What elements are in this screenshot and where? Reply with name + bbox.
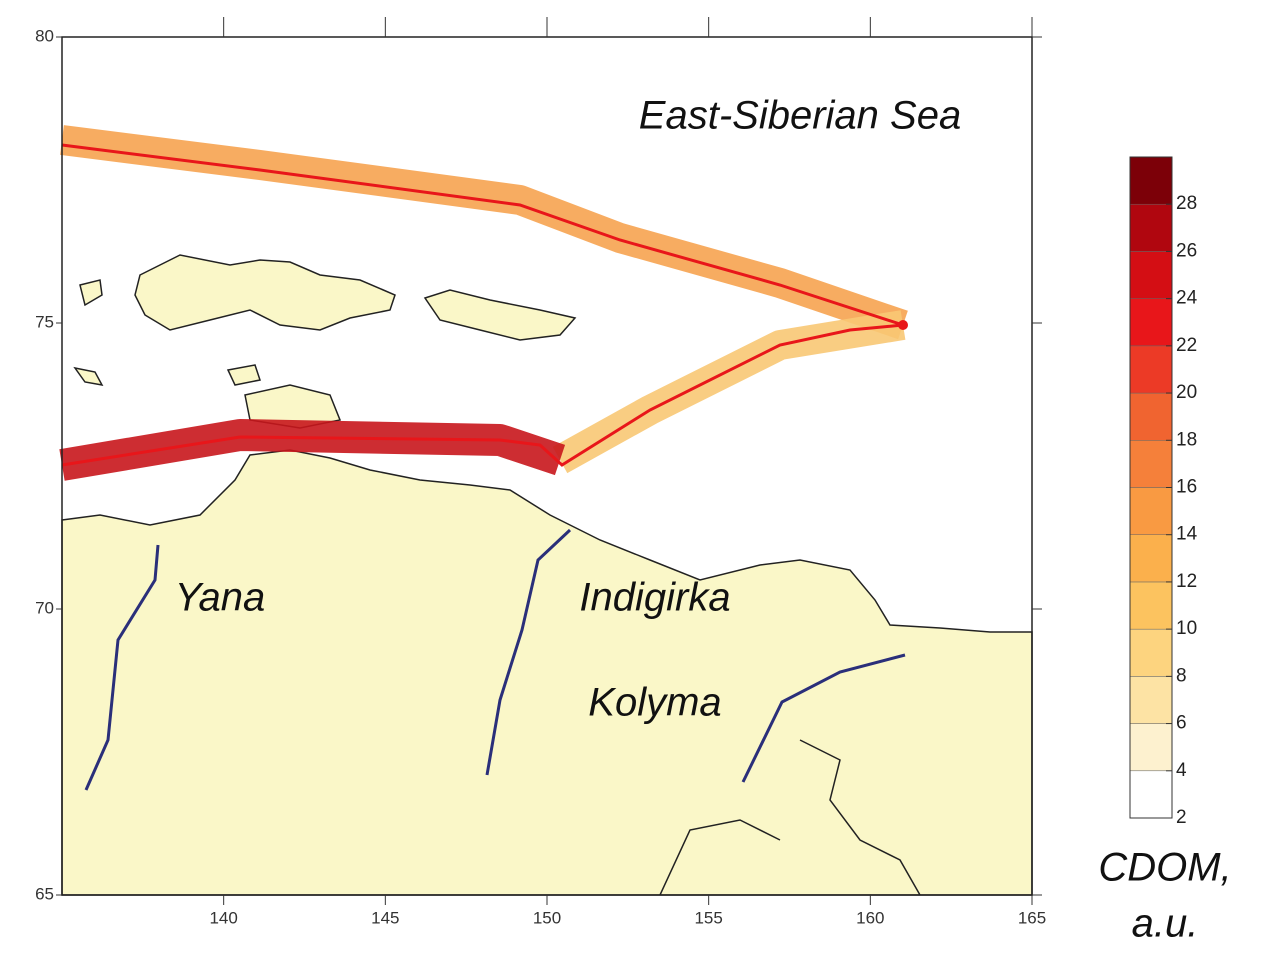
colorbar-tick-label: 18 xyxy=(1176,429,1197,450)
track-end xyxy=(898,320,908,330)
island xyxy=(79,279,103,307)
colorbar-tick-label: 24 xyxy=(1176,288,1198,309)
y-tick-label: 80 xyxy=(35,26,54,45)
colorbar-bin xyxy=(1129,534,1173,583)
track-line xyxy=(61,143,904,467)
colorbar-tick-label: 12 xyxy=(1176,571,1197,592)
y-tick-label: 75 xyxy=(35,312,54,331)
y-tick-label: 70 xyxy=(35,598,54,617)
place-label: East-Siberian Sea xyxy=(639,94,961,138)
colorbar-bin xyxy=(1129,298,1173,347)
map-area xyxy=(59,36,1033,896)
colorbar-bin xyxy=(1129,628,1173,677)
colorbar-bin xyxy=(1129,770,1173,819)
colorbar-tick-label: 14 xyxy=(1176,524,1198,545)
colorbar-tick-label: 28 xyxy=(1176,193,1197,214)
colorbar-tick-label: 16 xyxy=(1176,477,1197,498)
x-tick-label: 145 xyxy=(371,908,399,927)
colorbar-bin xyxy=(1129,251,1173,299)
place-label: Indigirka xyxy=(579,576,730,620)
colorbar-tick-label: 10 xyxy=(1176,618,1197,639)
colorbar-title: CDOM, xyxy=(1098,846,1231,890)
island xyxy=(226,364,261,386)
river xyxy=(485,528,572,776)
colorbar-bin xyxy=(1129,345,1173,394)
colorbar-tick-label: 22 xyxy=(1176,335,1197,356)
place-label: Kolyma xyxy=(588,681,721,725)
colorbar-bin xyxy=(1129,392,1173,441)
colorbar-tick-label: 20 xyxy=(1176,382,1197,403)
island xyxy=(423,289,577,341)
island xyxy=(134,254,396,331)
colorbar-bin xyxy=(1129,440,1173,488)
colorbar-bin xyxy=(1129,156,1173,205)
river xyxy=(84,544,160,791)
x-tick-label: 140 xyxy=(209,908,237,927)
x-tick-label: 155 xyxy=(694,908,722,927)
place-label: Yana xyxy=(175,576,265,620)
colorbar-tick-label: 8 xyxy=(1176,665,1187,686)
colorbar-title: a.u. xyxy=(1132,902,1199,946)
river xyxy=(741,653,906,783)
colorbar-bin xyxy=(1129,723,1173,772)
region-border xyxy=(659,739,921,896)
colorbar-bin xyxy=(1129,676,1173,724)
colorbar-tick-label: 2 xyxy=(1176,807,1187,828)
y-tick-label: 65 xyxy=(35,884,54,903)
colorbar-bin xyxy=(1129,487,1173,535)
colorbar-bin xyxy=(1129,581,1173,630)
colorbar-tick-label: 6 xyxy=(1176,713,1187,734)
colorbar-bin xyxy=(1129,203,1173,252)
colorbar-tick-label: 26 xyxy=(1176,240,1197,261)
mainland xyxy=(61,449,1033,896)
colorbar-tick-label: 4 xyxy=(1176,760,1187,781)
x-tick-label: 160 xyxy=(856,908,884,927)
track-band xyxy=(60,125,908,340)
x-tick-label: 165 xyxy=(1018,908,1046,927)
island xyxy=(73,366,104,387)
x-tick-label: 150 xyxy=(533,908,561,927)
